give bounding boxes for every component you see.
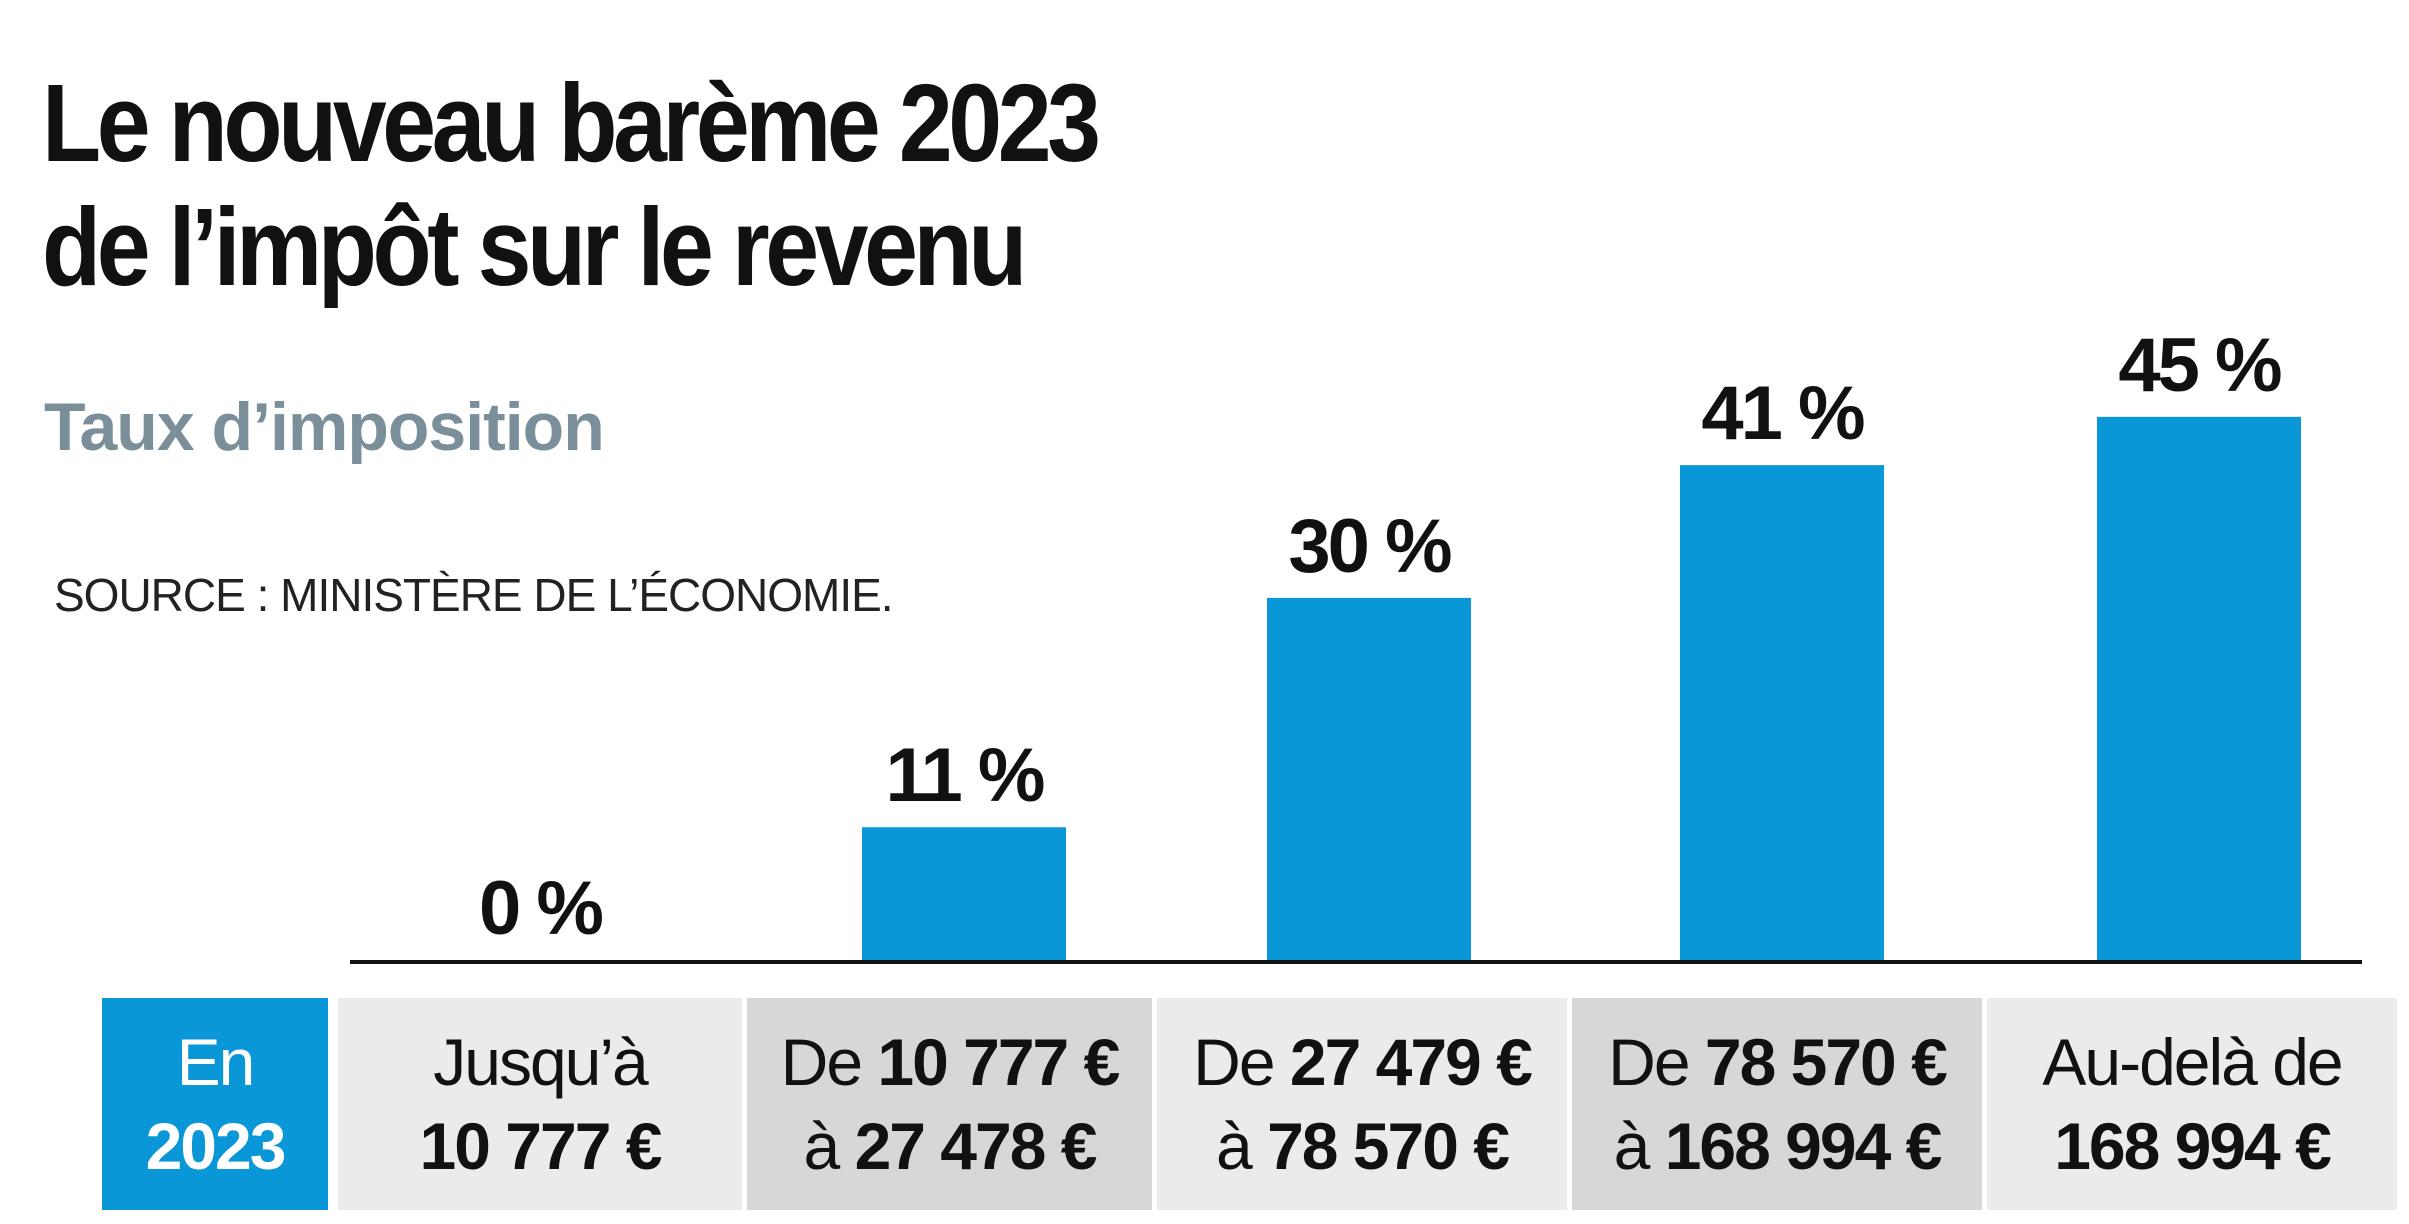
bar-value-label-4: 41 % (1701, 371, 1864, 456)
chart-title: Le nouveau barème 2023 de l’impôt sur le… (42, 62, 1101, 310)
year-cell: En 2023 (102, 998, 328, 1210)
bracket-2-prefix-from: De (780, 1025, 878, 1099)
bracket-5-amount: 168 994 € (2054, 1109, 2332, 1183)
bar-chart: 0 % 11 % 30 % 41 % 45 % (350, 323, 2362, 964)
year-cell-year: 2023 (145, 1109, 287, 1183)
bar-value-label-2: 11 % (885, 733, 1043, 818)
bracket-4-to: 168 994 € (1664, 1109, 1943, 1183)
bracket-1-amount: 10 777 € (419, 1109, 663, 1183)
bracket-cell-2: De 10 777 € à 27 478 € (747, 998, 1152, 1210)
bracket-2-to: 27 478 € (854, 1109, 1098, 1183)
title-line-2: de l’impôt sur le revenu (42, 186, 1027, 309)
bar-value-label-3: 30 % (1288, 504, 1451, 589)
bracket-4-prefix-from: De (1608, 1025, 1705, 1099)
chart-subtitle: Taux d’imposition (44, 389, 605, 465)
bracket-4-from: 78 570 € (1704, 1025, 1948, 1099)
bracket-cell-4: De 78 570 € à 168 994 € (1572, 998, 1982, 1210)
bracket-1-line1: Jusqu’à (433, 1025, 648, 1099)
bar-3 (1267, 597, 1471, 960)
source-note: SOURCE : MINISTÈRE DE L’ÉCONOMIE. (54, 569, 894, 621)
title-line-1: Le nouveau barème 2023 (42, 62, 1101, 185)
bar-value-label-1: 0 % (479, 866, 602, 951)
year-cell-label: En (176, 1025, 256, 1099)
bracket-3-from: 27 479 € (1289, 1025, 1533, 1099)
bracket-2-prefix-to: à (803, 1109, 855, 1183)
bar-5 (2097, 416, 2301, 961)
bracket-4-prefix-to: à (1613, 1109, 1665, 1183)
bracket-3-prefix-from: De (1193, 1025, 1290, 1099)
bar-4 (1680, 465, 1884, 960)
bracket-3-prefix-to: à (1216, 1109, 1268, 1183)
bracket-5-line1: Au-delà de (2042, 1025, 2343, 1099)
bracket-cell-1: Jusqu’à 10 777 € (338, 998, 742, 1210)
bracket-cell-3: De 27 479 € à 78 570 € (1157, 998, 1567, 1210)
bracket-2-from: 10 777 € (877, 1025, 1120, 1099)
bracket-cell-5: Au-delà de 168 994 € (1987, 998, 2397, 1210)
bracket-3-to: 78 570 € (1267, 1109, 1510, 1183)
bar-2 (862, 827, 1066, 960)
bar-value-label-5: 45 % (2118, 323, 2281, 408)
